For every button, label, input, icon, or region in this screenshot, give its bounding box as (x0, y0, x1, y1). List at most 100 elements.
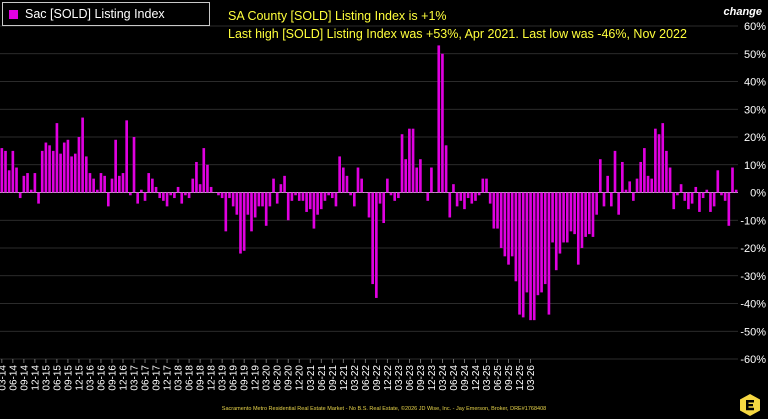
bar (477, 192, 481, 196)
legend-label: Sac [SOLD] Listing Index (25, 7, 165, 21)
y-tick-label: 50% (744, 49, 766, 61)
bar (488, 192, 492, 204)
bar (195, 161, 198, 193)
bar (606, 175, 609, 193)
x-tick-label: 06-20 (273, 365, 284, 391)
y-tick-label: -20% (740, 243, 766, 255)
bar (140, 189, 143, 193)
bar (316, 192, 319, 215)
bar (635, 178, 639, 193)
bar (88, 173, 92, 193)
bar (679, 184, 683, 193)
bar (224, 192, 228, 232)
bar (356, 167, 360, 193)
bar (654, 128, 657, 193)
x-tick-label: 12-18 (207, 365, 218, 391)
bar (261, 192, 264, 207)
x-tick-label: 03-20 (262, 365, 273, 391)
bar (191, 178, 195, 193)
bar (184, 192, 187, 196)
bar (136, 192, 140, 204)
y-axis-title: change (723, 6, 762, 18)
bar (239, 192, 242, 254)
bar (338, 156, 341, 193)
bar (272, 178, 275, 193)
bar (646, 175, 650, 193)
x-tick-label: 03-23 (394, 365, 405, 391)
bar (308, 192, 312, 210)
bar (301, 192, 305, 201)
bar (639, 161, 643, 193)
bar (62, 142, 66, 193)
x-axis-ticks: 03-14 06-14 09-14 12-14 03-15 06-15 09-15 12-15… (0, 359, 537, 391)
bar (37, 192, 40, 204)
x-tick-label: 03-19 (218, 365, 229, 391)
bar (716, 170, 720, 193)
bar (44, 142, 48, 193)
x-tick-label: 12-24 (471, 365, 482, 391)
bar (77, 137, 81, 193)
x-tick-label: 03-24 (438, 365, 449, 391)
bar (154, 186, 158, 193)
bar (173, 192, 176, 199)
bar (121, 173, 125, 193)
x-tick-label: 09-19 (240, 365, 251, 391)
bar (198, 184, 202, 193)
bar (22, 175, 26, 193)
bar (657, 134, 661, 193)
bar (15, 167, 18, 193)
subline: Last high [SOLD] Listing Index was +53%,… (228, 27, 687, 41)
bar (323, 192, 327, 201)
x-tick-label: 12-20 (295, 365, 306, 391)
bar (345, 175, 349, 193)
x-tick-label: 03-15 (41, 365, 52, 391)
bar (268, 192, 272, 207)
bar (147, 173, 151, 193)
bar (378, 192, 382, 204)
bar (18, 192, 22, 199)
bar (125, 120, 128, 193)
bar (470, 192, 474, 204)
bar (11, 150, 15, 193)
x-tick-label: 06-19 (229, 365, 240, 391)
bar (103, 175, 106, 193)
y-tick-label: 60% (744, 21, 766, 33)
bar (151, 178, 154, 193)
bar (481, 178, 485, 193)
bar (382, 192, 386, 224)
x-tick-label: 06-15 (52, 365, 63, 391)
bar (463, 192, 466, 210)
bar (169, 192, 173, 196)
bar (220, 192, 224, 199)
bar (422, 192, 426, 193)
bar (364, 192, 367, 193)
bar (562, 192, 565, 243)
bar (720, 192, 723, 196)
bar (536, 192, 540, 296)
bar (632, 192, 635, 201)
bar (661, 123, 665, 193)
bar (106, 192, 110, 207)
bar (452, 184, 455, 193)
y-tick-label: 0% (750, 188, 766, 200)
bar (386, 178, 389, 193)
bar (389, 192, 393, 196)
bar (95, 189, 99, 193)
bar (275, 192, 279, 204)
bar (492, 192, 496, 229)
x-tick-label: 12-14 (30, 365, 41, 391)
bar (547, 192, 551, 315)
x-tick-label: 12-15 (74, 365, 85, 391)
bar (650, 178, 654, 193)
bar (610, 192, 613, 207)
bar (371, 192, 374, 285)
bar (576, 192, 580, 265)
bar (264, 192, 268, 226)
bar (591, 192, 595, 237)
bar (367, 192, 371, 218)
bar (375, 192, 378, 298)
bar (55, 123, 59, 193)
x-tick-label: 03-22 (350, 365, 361, 391)
x-tick-label: 09-18 (196, 365, 207, 391)
bar (701, 192, 705, 199)
